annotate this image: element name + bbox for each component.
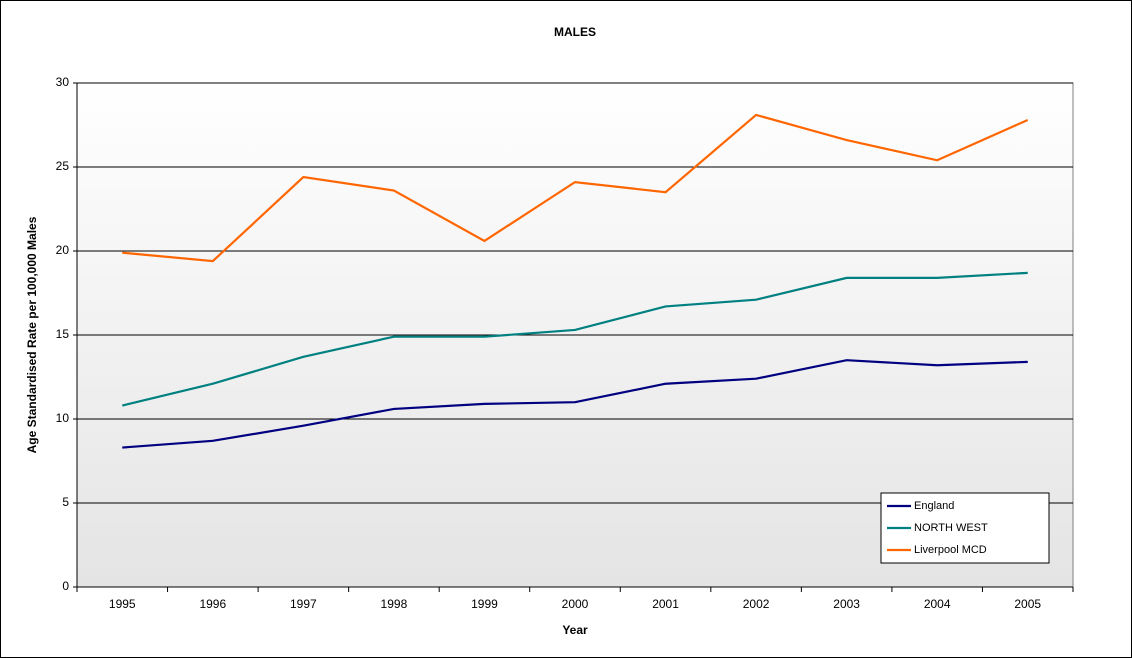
- x-tick-label: 1996: [199, 597, 226, 611]
- x-tick-label: 2004: [924, 597, 951, 611]
- x-tick-label: 1997: [290, 597, 317, 611]
- series-line: [122, 113, 1029, 263]
- legend-label: Liverpool MCD: [914, 544, 987, 556]
- x-axis-label: Year: [562, 623, 588, 637]
- y-tick-label: 0: [62, 579, 69, 593]
- legend: England NORTH WEST Liverpool MCD: [880, 492, 1050, 564]
- y-tick-label: 10: [56, 411, 70, 425]
- x-tick-label: 2002: [743, 597, 770, 611]
- x-tick-label: 1998: [381, 597, 408, 611]
- x-tick-label: 1995: [109, 597, 136, 611]
- x-tick-label: 2000: [562, 597, 589, 611]
- legend-label: England: [914, 500, 954, 512]
- y-tick-label: 25: [56, 159, 70, 173]
- series-line: [122, 359, 1028, 449]
- chart-title: MALES: [554, 25, 596, 39]
- y-tick-label: 15: [56, 327, 70, 341]
- y-tick-label: 20: [56, 243, 70, 257]
- x-tick-label: 2005: [1014, 597, 1041, 611]
- x-tick-label: 2001: [652, 597, 679, 611]
- y-tick-label: 5: [62, 495, 69, 509]
- y-axis-label: Age Standardised Rate per 100,000 Males: [25, 216, 39, 453]
- y-tick-label: 30: [56, 75, 70, 89]
- series-line: [122, 271, 1028, 407]
- x-tick-label: 1999: [471, 597, 498, 611]
- x-tick-label: 2003: [833, 597, 860, 611]
- legend-label: NORTH WEST: [914, 522, 988, 534]
